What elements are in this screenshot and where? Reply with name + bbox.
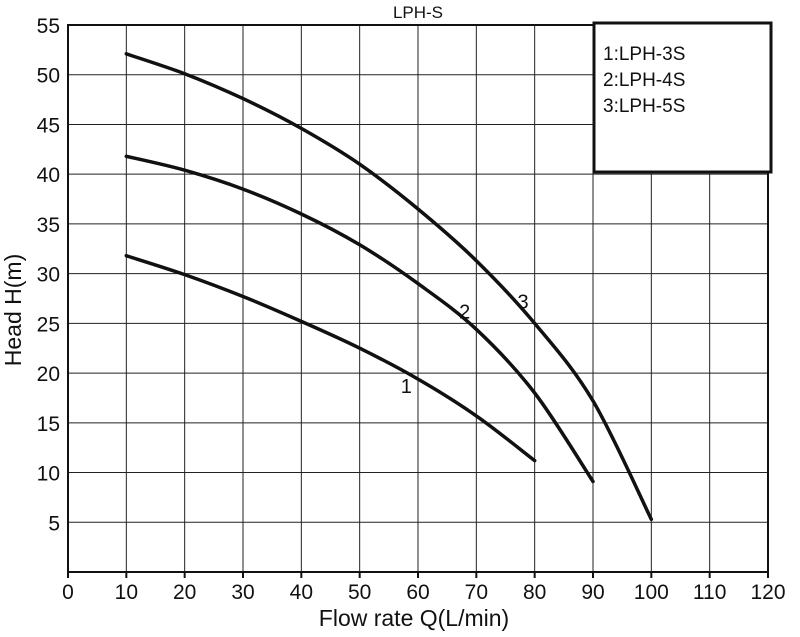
y-tick-label: 20 [37, 363, 60, 386]
curve-label-2: 2 [459, 301, 470, 323]
x-tick-label: 60 [406, 581, 429, 604]
x-tick-label: 70 [465, 581, 488, 604]
x-tick-label: 100 [634, 581, 669, 604]
x-tick-label: 80 [523, 581, 546, 604]
y-tick-label: 45 [37, 114, 60, 137]
x-tick-label: 90 [581, 581, 604, 604]
y-tick-label: 55 [37, 15, 60, 38]
y-tick-label: 10 [37, 463, 60, 486]
y-axis-ticks: 5 10 15 20 25 30 35 40 45 50 55 [37, 15, 60, 535]
x-tick-label: 50 [348, 581, 371, 604]
legend-box [592, 21, 773, 174]
legend-entry-3: 3:LPH-5S [603, 96, 685, 117]
curve-label-1: 1 [401, 376, 412, 398]
curve-3 [124, 52, 654, 522]
y-tick-label: 25 [37, 313, 60, 336]
legend-entry-2: 2:LPH-4S [603, 70, 685, 91]
legend: 1:LPH-3S 2:LPH-4S 3:LPH-5S [592, 21, 773, 174]
curve-labels: 1 2 3 [401, 291, 529, 398]
x-tick-label: 0 [62, 581, 74, 604]
curve-label-3: 3 [517, 291, 528, 313]
x-tick-label: 30 [231, 581, 254, 604]
y-tick-label: 30 [37, 264, 60, 287]
x-axis-ticks: 0 10 20 30 40 50 60 70 80 90 100 110 120 [62, 572, 786, 604]
curve-2 [124, 154, 595, 484]
curve-1 [124, 253, 537, 463]
x-tick-label: 10 [115, 581, 138, 604]
y-tick-label: 35 [37, 214, 60, 237]
curves [124, 52, 654, 522]
x-tick-label: 40 [290, 581, 313, 604]
x-axis-label: Flow rate Q(L/min) [319, 605, 509, 631]
x-tick-label: 20 [173, 581, 196, 604]
y-tick-label: 15 [37, 413, 60, 436]
y-tick-label: 40 [37, 164, 60, 187]
x-tick-label: 110 [693, 581, 726, 604]
y-tick-label: 50 [37, 65, 60, 88]
y-axis-label: Head H(m) [0, 254, 26, 366]
x-tick-label: 120 [750, 581, 785, 604]
y-tick-label: 5 [48, 512, 60, 535]
legend-entry-1: 1:LPH-3S [603, 44, 685, 65]
chart-title: LPH-S [393, 3, 443, 22]
